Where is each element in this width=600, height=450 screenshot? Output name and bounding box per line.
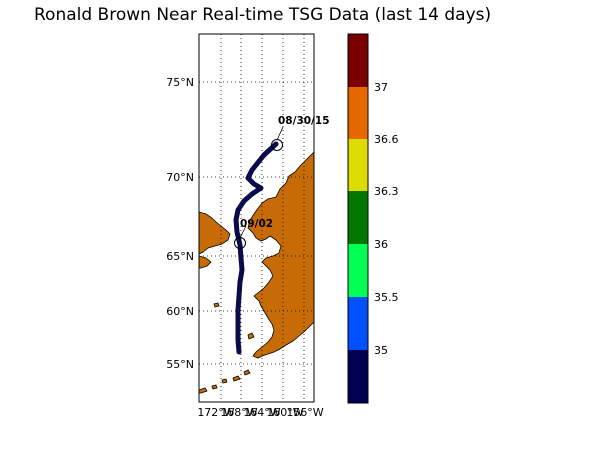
island-3 bbox=[232, 375, 241, 382]
lat-label-55: 55°N bbox=[166, 358, 194, 371]
island-5 bbox=[221, 378, 228, 384]
island-2 bbox=[247, 332, 255, 340]
colorbar-label-36-6: 36.6 bbox=[374, 133, 399, 146]
start-leader bbox=[276, 126, 284, 141]
start-date-label: 08/30/15 bbox=[278, 115, 330, 127]
figure-title: Ronald Brown Near Real-time TSG Data (la… bbox=[34, 5, 491, 25]
land-alaska bbox=[247, 151, 314, 359]
colorbar-seg-3 bbox=[348, 191, 368, 244]
colorbar-seg-5 bbox=[348, 87, 368, 139]
colorbar-label-36-3: 36.3 bbox=[374, 185, 399, 198]
lon-label-164: 164°W bbox=[243, 406, 280, 419]
colorbar-seg-0 bbox=[348, 350, 368, 403]
island-1 bbox=[213, 302, 220, 308]
colorbar-seg-1 bbox=[348, 297, 368, 350]
end-date-label: 09/02 bbox=[240, 218, 273, 230]
island-7 bbox=[211, 384, 218, 390]
colorbar-label-37: 37 bbox=[374, 81, 388, 94]
map-panel: 08/30/15 09/02 75°N 70°N 65°N 60°N 55°N … bbox=[166, 33, 330, 419]
lat-label-75: 75°N bbox=[166, 76, 194, 89]
colorbar-seg-6 bbox=[348, 34, 368, 87]
map-frame bbox=[198, 33, 315, 403]
colorbar-label-35: 35 bbox=[374, 344, 388, 357]
island-6 bbox=[243, 369, 251, 376]
map-grid bbox=[199, 34, 314, 402]
ship-track bbox=[233, 141, 279, 355]
land-chukotka bbox=[199, 211, 231, 255]
island-4 bbox=[199, 387, 208, 394]
colorbar-frame bbox=[347, 33, 369, 404]
lon-label-160: 160°W bbox=[266, 406, 303, 419]
colorbar-seg-2 bbox=[348, 244, 368, 297]
lon-label-172: 172°W bbox=[197, 406, 234, 419]
end-leader bbox=[239, 225, 247, 239]
lat-label-70: 70°N bbox=[166, 171, 194, 184]
lat-label-65: 65°N bbox=[166, 250, 194, 263]
colorbar-label-36: 36 bbox=[374, 238, 388, 251]
land-chukotka-lower bbox=[199, 255, 212, 269]
lon-label-156: 156°W bbox=[286, 406, 323, 419]
lon-label-168: 168°W bbox=[220, 406, 257, 419]
lat-label-60: 60°N bbox=[166, 305, 194, 318]
colorbar-label-35-5: 35.5 bbox=[374, 291, 399, 304]
colorbar-seg-4 bbox=[348, 139, 368, 191]
colorbar: 35 35.5 36 36.3 36.6 37 bbox=[347, 33, 399, 404]
